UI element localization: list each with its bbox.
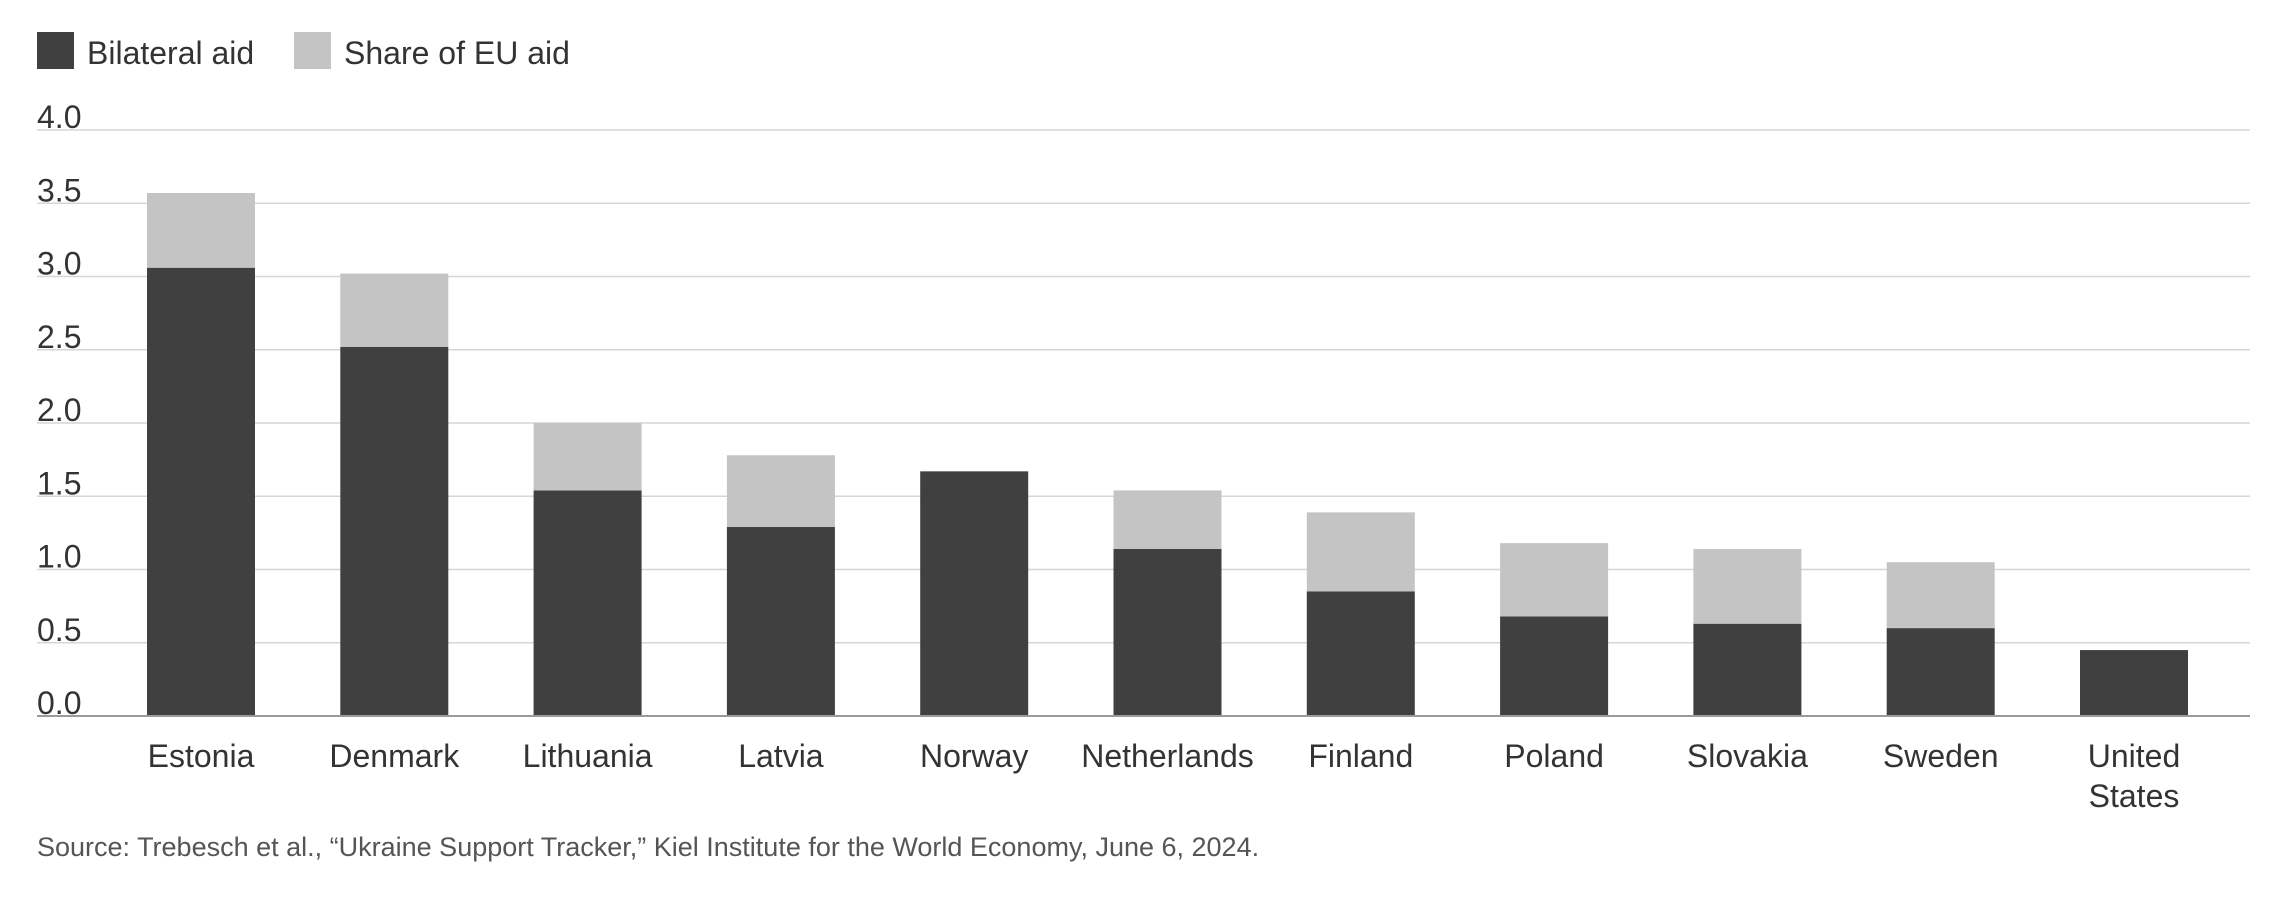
bar-9-series-0 xyxy=(1886,628,1995,716)
bar-6-series-1 xyxy=(1306,512,1415,592)
bar-4-series-0 xyxy=(920,471,1029,716)
bar-5-series-0 xyxy=(1113,548,1222,716)
y-tick-label-8: 4.0 xyxy=(37,99,81,135)
bar-0-series-1 xyxy=(147,192,255,268)
bar-1-series-1 xyxy=(340,273,449,347)
x-tick-label-7: Poland xyxy=(1504,738,1604,774)
legend-label-1: Share of EU aid xyxy=(344,35,570,71)
legend-swatch-1 xyxy=(294,32,331,69)
x-tick-label-2: Lithuania xyxy=(523,738,653,774)
x-tick-label-0: Estonia xyxy=(148,738,255,774)
y-tick-label-5: 2.5 xyxy=(37,319,81,355)
bar-10-series-0 xyxy=(2080,650,2188,716)
y-tick-label-1: 0.5 xyxy=(37,612,81,648)
x-tick-label-1: Denmark xyxy=(329,738,460,774)
legend-swatch-0 xyxy=(37,32,74,69)
x-tick-label-8: Slovakia xyxy=(1687,738,1808,774)
bar-7-series-1 xyxy=(1500,543,1609,617)
bar-9-series-1 xyxy=(1886,562,1995,629)
bar-3-series-0 xyxy=(726,527,835,716)
x-tick-label-9: Sweden xyxy=(1883,738,1999,774)
y-tick-label-7: 3.5 xyxy=(37,172,81,208)
y-tick-label-2: 1.0 xyxy=(37,539,81,575)
bar-1-series-0 xyxy=(340,346,449,716)
x-axis: Estonia Denmark Lithuania Latvia Norway Nethe… xyxy=(37,715,2250,814)
x-tick-label-6: Finland xyxy=(1308,738,1413,774)
bar-8-series-1 xyxy=(1693,548,1802,624)
bar-8-series-0 xyxy=(1693,623,1802,716)
y-tick-label-4: 2.0 xyxy=(37,392,81,428)
bar-0-series-0 xyxy=(147,267,255,716)
x-tick-label-4: Norway xyxy=(920,738,1028,774)
bar-7-series-0 xyxy=(1500,616,1609,716)
y-axis: 0.00.51.01.52.02.53.03.54.0 xyxy=(37,99,81,721)
bar-6-series-0 xyxy=(1306,591,1415,716)
legend-label-0: Bilateral aid xyxy=(87,35,254,71)
x-tick-label-3: Latvia xyxy=(738,738,824,774)
bar-2-series-1 xyxy=(533,423,642,491)
y-tick-label-6: 3.0 xyxy=(37,246,81,282)
y-tick-label-3: 1.5 xyxy=(37,465,81,501)
source-note: Source: Trebesch et al., “Ukraine Suppor… xyxy=(37,832,1260,862)
x-tick-label-5: Netherlands xyxy=(1081,738,1254,774)
bar-2-series-0 xyxy=(533,490,642,716)
bar-5-series-1 xyxy=(1113,490,1222,549)
bar-3-series-1 xyxy=(726,455,835,528)
x-tick-label-10: United States xyxy=(2088,738,2181,814)
legend: Bilateral aid Share of EU aid xyxy=(37,32,570,71)
bars xyxy=(147,192,2188,716)
